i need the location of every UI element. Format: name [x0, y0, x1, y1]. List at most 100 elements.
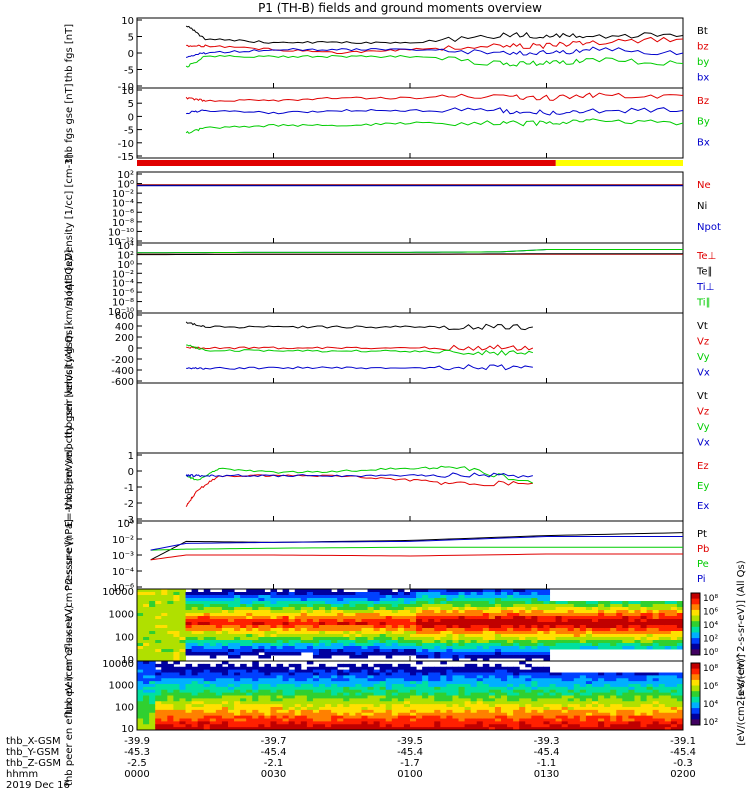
spectrogram-cell [149, 625, 156, 629]
spectrogram-cell [598, 640, 605, 644]
spectrogram-cell [191, 619, 199, 623]
y-tick-label: 10 [121, 16, 134, 27]
spectrogram-cell [422, 631, 429, 635]
series-line-Vt [185, 321, 533, 331]
spectrogram-cell [143, 622, 150, 626]
spectrogram-cell [240, 598, 247, 602]
spectrogram-cell [652, 724, 660, 728]
spectrogram-cell [501, 607, 508, 611]
spectrogram-cell [312, 701, 320, 705]
spectrogram-cell [349, 652, 356, 656]
spectrogram-cell [507, 721, 514, 725]
spectrogram-cell [228, 672, 235, 676]
spectrogram-cell [440, 672, 447, 676]
spectrogram-cell [234, 595, 241, 599]
spectrogram-cell [137, 721, 144, 725]
spectrogram-cell [282, 598, 290, 602]
spectrogram-cell [270, 669, 278, 673]
spectrogram-cell [258, 628, 265, 632]
spectrogram-cell [640, 715, 648, 719]
legend-label: Ti∥ [696, 298, 711, 309]
spectrogram-cell [440, 709, 447, 714]
y-tick-label: 0 [128, 467, 134, 478]
spectrogram-cell [385, 616, 393, 620]
spectrogram-cell [282, 718, 290, 722]
spectrogram-cell [494, 604, 502, 608]
spectrogram-cell [573, 616, 581, 620]
spectrogram-cell [300, 724, 308, 728]
spectrogram-cell [616, 616, 623, 620]
spectrogram-cell [355, 631, 362, 635]
spectrogram-cell [616, 678, 623, 682]
spectrogram-cell [173, 616, 180, 620]
spectrogram-cell [410, 709, 417, 714]
spectrogram-cell [537, 649, 544, 653]
spectrogram-cell [391, 672, 399, 676]
spectrogram-cell [361, 616, 369, 620]
spectrogram-cell [652, 707, 660, 711]
spectrogram-cell [598, 678, 605, 682]
spectrogram-cell [349, 704, 356, 708]
spectrogram-cell [343, 631, 350, 635]
spectrogram-cell [494, 601, 502, 605]
spectrogram-cell [501, 643, 508, 647]
spectrogram-cell [185, 663, 193, 668]
spectrogram-cell [555, 689, 563, 694]
spectrogram-cell [203, 684, 211, 688]
spectrogram-cell [343, 607, 350, 611]
spectrogram-cell [592, 709, 599, 714]
spectrogram-cell [143, 672, 150, 676]
spectrogram-cell [276, 613, 284, 617]
spectrogram-cell [343, 625, 350, 629]
spectrogram-cell [640, 628, 648, 632]
spectrogram-cell [197, 619, 205, 623]
spectrogram-cell [604, 686, 611, 691]
spectrogram-cell [634, 616, 642, 620]
y-axis-label: moqt3 [eV] [64, 250, 75, 307]
spectrogram-cell [137, 698, 144, 702]
spectrogram-cell [634, 678, 642, 682]
spectrogram-cell [282, 695, 290, 699]
spectrogram-cell [458, 655, 466, 659]
spectrogram-cell [676, 715, 684, 719]
spectrogram-cell [428, 727, 435, 731]
spectrogram-cell [306, 692, 314, 696]
spectrogram-cell [385, 692, 393, 696]
spectrogram-cell [476, 631, 484, 635]
spectrogram-cell [161, 672, 168, 676]
spectrogram-cell [422, 604, 429, 608]
spectrogram-cell [549, 675, 557, 679]
spectrogram-cell [312, 625, 320, 629]
spectrogram-cell [610, 613, 617, 617]
spectrogram-cell [325, 643, 332, 647]
spectrogram-cell [270, 704, 278, 708]
spectrogram-cell [288, 598, 296, 602]
spectrogram-cell [549, 619, 557, 623]
spectrogram-cell [149, 589, 156, 593]
spectrogram-cell [306, 637, 314, 641]
spectrogram-cell [349, 695, 356, 699]
spectrogram-cell [452, 675, 460, 679]
spectrogram-cell [658, 675, 666, 679]
spectrogram-cell [319, 607, 326, 611]
spectrogram-cell [434, 655, 441, 659]
spectrogram-cell [221, 698, 229, 702]
spectrogram-cell [234, 698, 241, 702]
spectrogram-cell [282, 701, 290, 705]
spectrogram-cell [567, 684, 575, 688]
spectrogram-cell [428, 669, 435, 673]
spectrogram-cell [664, 643, 672, 647]
spectrogram-cell [258, 646, 265, 650]
spectrogram-cell [464, 689, 472, 694]
spectrogram-cell [343, 721, 350, 725]
legend-label: bz [697, 42, 709, 53]
spectrogram-cell [331, 640, 338, 644]
spectrogram-cell [355, 628, 362, 632]
spectrogram-cell [664, 625, 672, 629]
spectrogram-cell [379, 689, 387, 694]
spectrogram-cell [507, 704, 514, 708]
spectrogram-cell [416, 616, 423, 620]
spectrogram-cell [634, 689, 642, 694]
spectrogram-cell [288, 643, 296, 647]
spectrogram-cell [373, 628, 381, 632]
